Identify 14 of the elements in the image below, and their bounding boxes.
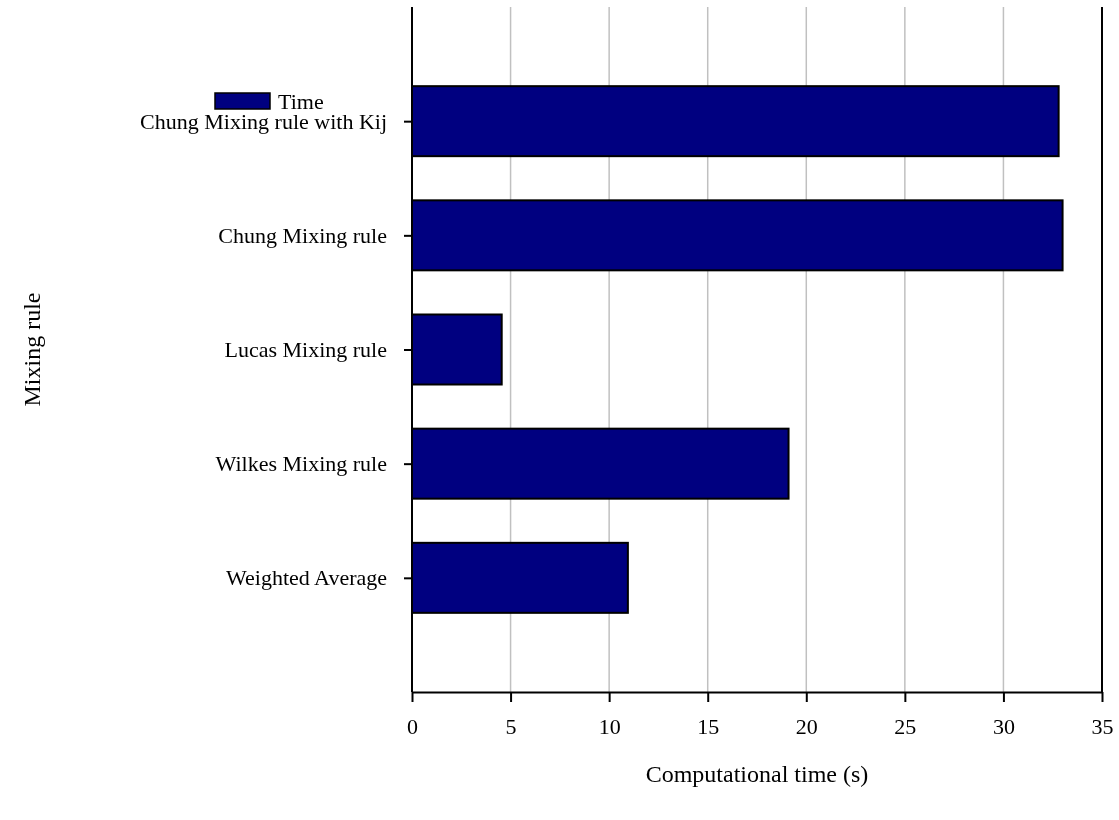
y-tick-label: Weighted Average: [226, 565, 387, 591]
x-tick-label: 35: [1091, 713, 1114, 739]
y-tick-label: Wilkes Mixing rule: [215, 451, 387, 477]
x-tick-label: 15: [697, 713, 720, 739]
x-tick-label: 25: [894, 713, 917, 739]
y-tick-label: Chung Mixing rule: [218, 222, 387, 248]
x-tick-label: 30: [992, 713, 1015, 739]
x-tick-label: 5: [505, 713, 517, 739]
x-axis-title: Computational time (s): [645, 761, 869, 787]
y-axis-title: Mixing rule: [19, 292, 45, 407]
x-tick-label: 20: [795, 713, 818, 739]
x-tick-label: 0: [407, 713, 418, 739]
y-tick-label: Lucas Mixing rule: [224, 337, 387, 363]
x-tick-label: 10: [598, 713, 621, 739]
